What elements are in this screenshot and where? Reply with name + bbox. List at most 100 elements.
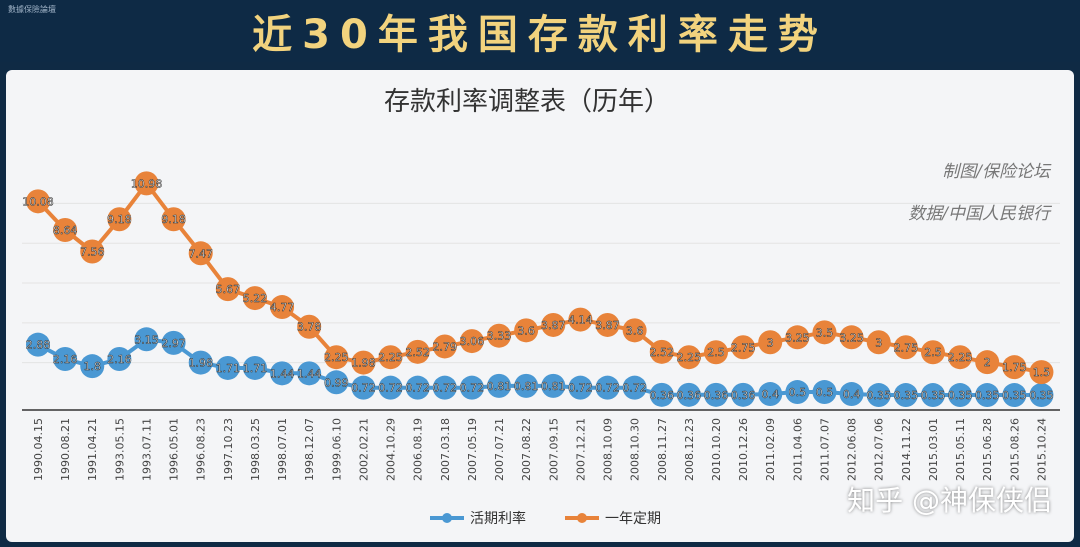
data-label: 1.8 [83,360,101,373]
data-point [215,277,240,302]
data-point [324,345,349,370]
data-label: 9.18 [161,213,186,226]
data-label: 0.72 [378,382,403,395]
data-label: 8.64 [53,224,78,237]
data-label: 3 [875,336,882,349]
banner: 數據保險論壇 近30年我国存款利率走势 [0,0,1080,62]
data-label: 3.25 [785,331,810,344]
data-label: 2.88 [26,339,51,352]
data-point [541,373,566,398]
data-point [758,382,783,407]
data-point [1029,360,1054,385]
x-tick-label: 2004.10.29 [385,418,398,481]
legend-label: 活期利率 [470,510,526,527]
data-point [785,325,810,350]
data-point [134,171,159,196]
x-tick-label: 2007.08.22 [520,418,533,481]
data-label: 0.36 [650,389,675,402]
x-tick-label: 2012.07.06 [873,418,886,481]
data-point [568,307,593,332]
data-point [649,382,674,407]
x-tick-label: 1990.04.15 [32,418,45,481]
x-tick-label: 2008.10.09 [602,418,615,481]
x-tick-label: 1997.10.23 [222,418,235,481]
data-point [731,335,756,360]
data-label: 10.08 [22,195,54,208]
data-point [595,375,620,400]
x-tick-label: 2008.11.27 [656,418,669,481]
data-label: 3.25 [839,331,864,344]
data-label: 10.98 [131,177,163,190]
legend-swatch-marker [577,513,587,523]
data-point [80,239,105,264]
data-label: 1.5 [1033,366,1051,379]
data-label: 2.5 [707,346,725,359]
banner-title: 近30年我国存款利率走势 [252,12,828,58]
data-point [622,375,647,400]
data-label: 7.56 [80,245,105,258]
data-point [704,382,728,407]
data-point [53,217,78,242]
data-point [188,350,213,375]
data-label: 1.75 [1002,361,1027,374]
data-point [297,314,322,339]
x-tick-label: 2010.12.26 [737,418,750,481]
data-point [432,334,457,359]
data-label: 5.22 [243,292,268,305]
x-tick-label: 2014.11.22 [900,418,913,481]
data-point [161,330,186,355]
data-point [405,375,430,400]
data-label: 2.25 [324,351,349,364]
chart-title: 存款利率调整表（历年） [384,87,670,117]
x-tick-label: 1996.05.01 [168,418,181,481]
x-tick-label: 2011.04.06 [791,418,804,481]
x-tick-label: 2015.05.11 [954,418,967,481]
data-point [459,375,484,400]
x-tick-label: 2007.09.15 [547,418,560,481]
data-label: 9.18 [107,213,132,226]
data-label: 0.36 [704,389,729,402]
data-point [297,361,322,386]
data-point [920,383,945,408]
data-point [378,375,403,400]
data-label: 0.72 [351,382,376,395]
data-point [80,354,105,379]
data-point [948,383,973,408]
data-point [704,340,728,365]
chart-panel [6,70,1074,542]
data-label: 1.71 [216,362,241,375]
x-tick-label: 2011.07.07 [818,418,831,481]
data-label: 0.72 [622,382,647,395]
data-label: 0.81 [514,380,539,393]
x-tick-label: 1993.07.11 [140,418,153,481]
data-label: 0.35 [1002,389,1027,402]
x-tick-label: 1998.03.25 [249,418,262,481]
data-point [920,340,945,365]
data-point [676,382,701,407]
data-label: 5.67 [216,283,241,296]
data-point [514,318,539,343]
data-label: 2.25 [677,351,702,364]
data-label: 0.36 [677,389,702,402]
data-point [812,380,837,405]
x-tick-label: 2015.06.28 [981,418,994,481]
data-label: 1.44 [270,367,295,380]
data-label: 0.36 [731,389,756,402]
data-label: 0.72 [595,382,620,395]
data-label: 2.25 [378,351,403,364]
x-tick-label: 2012.06.08 [846,418,859,481]
data-point [975,383,1000,408]
x-tick-label: 2006.08.19 [412,418,425,481]
data-point [378,345,403,370]
data-point [948,345,973,370]
x-tick-label: 1991.04.21 [86,418,99,481]
x-tick-label: 2015.03.01 [927,418,940,481]
x-tick-label: 2008.12.23 [683,418,696,481]
x-tick-label: 2015.10.24 [1035,418,1048,481]
data-point [1029,383,1054,408]
data-label: 0.72 [405,382,430,395]
data-point [514,373,539,398]
data-point [676,345,701,370]
data-label: 3.6 [626,324,644,337]
data-label: 0.35 [1029,389,1054,402]
